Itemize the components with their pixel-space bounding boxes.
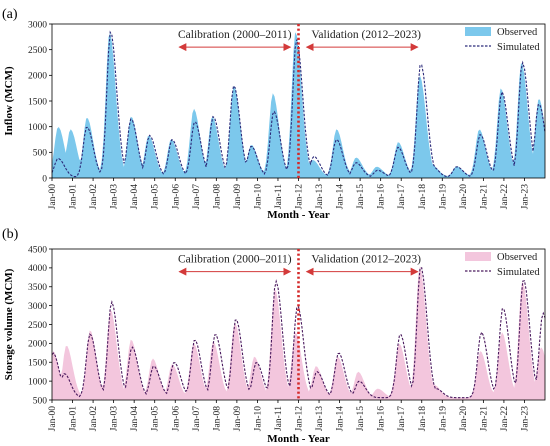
panel-label: (a) bbox=[2, 7, 18, 22]
y-tick-label: 1000 bbox=[28, 123, 47, 133]
y-tick-label: 4500 bbox=[28, 245, 47, 255]
y-axis-title: Storage volume (MCM) bbox=[3, 268, 15, 380]
x-tick-label: Jan-13 bbox=[315, 184, 325, 210]
legend-observed-swatch bbox=[465, 27, 491, 36]
y-tick-label: 1500 bbox=[28, 97, 47, 107]
y-tick-label: 3500 bbox=[28, 283, 47, 293]
x-tick-label: Jan-22 bbox=[500, 406, 510, 432]
x-tick-label: Jan-18 bbox=[418, 406, 428, 432]
y-tick-label: 500 bbox=[33, 149, 48, 159]
x-tick-label: Jan-05 bbox=[151, 184, 161, 210]
x-tick-label: Jan-16 bbox=[377, 406, 387, 432]
x-tick-label: Jan-02 bbox=[89, 406, 99, 432]
x-axis-title: Month - Year bbox=[267, 433, 330, 445]
y-tick-label: 1500 bbox=[28, 359, 47, 369]
x-tick-label: Jan-17 bbox=[397, 406, 407, 432]
x-tick-label: Jan-15 bbox=[356, 184, 366, 210]
x-tick-label: Jan-06 bbox=[171, 406, 181, 432]
y-axis-title: Inflow (MCM) bbox=[3, 66, 15, 136]
series-simulated-line bbox=[51, 30, 546, 178]
series-observed-area bbox=[52, 32, 545, 178]
y-tick-label: 4000 bbox=[28, 264, 47, 274]
x-tick-label: Jan-01 bbox=[69, 406, 79, 432]
x-tick-label: Jan-11 bbox=[274, 406, 284, 431]
series-simulated-line bbox=[51, 267, 546, 399]
chart-panel-2: 500 1000 1500 2000 2500 3000 3500 4000 4500 Jan-0… bbox=[2, 227, 546, 445]
x-tick-label: Jan-08 bbox=[212, 406, 222, 432]
x-tick-label: Jan-03 bbox=[110, 406, 120, 432]
x-tick-label: Jan-20 bbox=[459, 184, 469, 210]
y-tick-label: 2500 bbox=[28, 321, 47, 331]
x-tick-label: Jan-10 bbox=[253, 406, 263, 432]
x-tick-label: Jan-12 bbox=[295, 184, 305, 210]
panel-label: (b) bbox=[2, 227, 19, 242]
x-tick-label: Jan-03 bbox=[110, 184, 120, 210]
y-tick-label: 2500 bbox=[28, 46, 47, 56]
x-tick-label: Jan-18 bbox=[418, 184, 428, 210]
x-tick-label: Jan-23 bbox=[521, 406, 531, 432]
x-tick-label: Jan-13 bbox=[315, 406, 325, 432]
legend-simulated-label: Simulated bbox=[497, 42, 540, 53]
y-tick-label: 2000 bbox=[28, 72, 47, 82]
x-tick-label: Jan-14 bbox=[336, 406, 346, 432]
x-tick-label: Jan-20 bbox=[459, 406, 469, 432]
x-tick-label: Jan-04 bbox=[130, 406, 140, 432]
chart-panel-1: 0 500 1000 1500 2000 2500 3000 Jan-00 Jan-01 Jan-… bbox=[2, 7, 546, 221]
x-tick-label: Jan-00 bbox=[48, 184, 58, 210]
x-tick-label: Jan-02 bbox=[89, 184, 99, 210]
validation-label: Validation (2012–2023) bbox=[311, 254, 421, 266]
calibration-label: Calibration (2000–2011) bbox=[178, 254, 292, 266]
x-tick-label: Jan-10 bbox=[253, 184, 263, 210]
x-tick-label: Jan-23 bbox=[521, 184, 531, 210]
y-tick-label: 3000 bbox=[28, 20, 47, 30]
x-tick-label: Jan-09 bbox=[233, 406, 243, 432]
series-observed-area bbox=[52, 266, 545, 400]
x-tick-label: Jan-19 bbox=[438, 184, 448, 210]
legend-observed-label: Observed bbox=[497, 27, 538, 38]
x-axis-title: Month - Year bbox=[267, 209, 330, 221]
x-tick-label: Jan-15 bbox=[356, 406, 366, 432]
y-tick-label: 0 bbox=[42, 174, 47, 184]
x-tick-label: Jan-22 bbox=[500, 184, 510, 210]
x-tick-label: Jan-00 bbox=[48, 406, 58, 432]
y-tick-label: 500 bbox=[33, 396, 48, 406]
x-tick-label: Jan-17 bbox=[397, 184, 407, 210]
y-tick-label: 1000 bbox=[28, 377, 47, 387]
x-tick-label: Jan-07 bbox=[192, 406, 202, 432]
x-tick-label: Jan-01 bbox=[69, 184, 79, 210]
x-tick-label: Jan-07 bbox=[192, 184, 202, 210]
y-tick-label: 2000 bbox=[28, 340, 47, 350]
x-tick-label: Jan-05 bbox=[151, 406, 161, 432]
x-tick-label: Jan-11 bbox=[274, 184, 284, 209]
x-tick-label: Jan-06 bbox=[171, 184, 181, 210]
x-tick-label: Jan-08 bbox=[212, 184, 222, 210]
validation-label: Validation (2012–2023) bbox=[311, 29, 421, 41]
y-tick-label: 3000 bbox=[28, 302, 47, 312]
legend-observed-swatch bbox=[465, 252, 491, 261]
legend-simulated-label: Simulated bbox=[497, 267, 540, 278]
x-tick-label: Jan-21 bbox=[479, 406, 489, 432]
x-tick-label: Jan-09 bbox=[233, 184, 243, 210]
x-tick-label: Jan-14 bbox=[336, 184, 346, 210]
calibration-label: Calibration (2000–2011) bbox=[178, 29, 292, 41]
x-tick-label: Jan-04 bbox=[130, 184, 140, 210]
x-tick-label: Jan-21 bbox=[479, 184, 489, 210]
x-tick-label: Jan-12 bbox=[295, 406, 305, 432]
legend-observed-label: Observed bbox=[497, 252, 538, 263]
x-tick-label: Jan-16 bbox=[377, 184, 387, 210]
x-tick-label: Jan-19 bbox=[438, 406, 448, 432]
